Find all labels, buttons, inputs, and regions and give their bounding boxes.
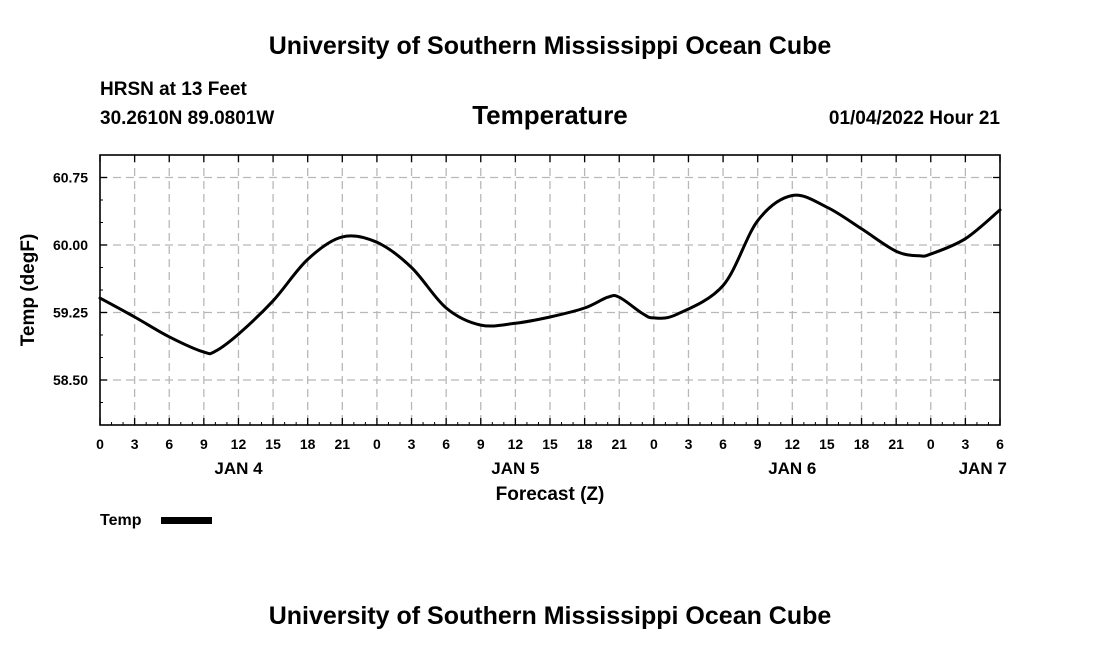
chart-main-title: University of Southern Mississippi Ocean… (269, 32, 832, 60)
x-day-label: JAN 6 (768, 459, 816, 478)
plot-frame (99, 154, 1001, 426)
x-tick-label: 9 (477, 436, 485, 452)
x-tick-label: 9 (754, 436, 762, 452)
x-tick-label: 21 (335, 436, 351, 452)
x-tick-label: 6 (996, 436, 1004, 452)
y-axis-title: Temp (degF) (18, 234, 39, 347)
series-layer (98, 193, 1002, 356)
issue-time: 01/04/2022 Hour 21 (829, 108, 1001, 129)
x-tick-label: 3 (131, 436, 139, 452)
x-tick-label: 0 (96, 436, 104, 452)
x-tick-label: 3 (408, 436, 416, 452)
x-tick-label: 3 (685, 436, 693, 452)
x-tick-label: 15 (265, 436, 281, 452)
x-tick-label: 18 (854, 436, 870, 452)
x-day-label: JAN 7 (959, 459, 1007, 478)
y-tick-label: 60.75 (53, 170, 88, 186)
station-coordinates: 30.2610N 89.0801W (100, 108, 274, 129)
x-day-label: JAN 5 (491, 459, 539, 478)
x-day-label: JAN 4 (214, 459, 263, 478)
x-tick-label: 12 (785, 436, 801, 452)
x-tick-label: 15 (819, 436, 835, 452)
x-tick-label: 0 (650, 436, 658, 452)
axis-labels: 0 3 6 9 12 15 18 21 0 3 6 9 12 15 18 21 0 3 6 9 12 15 18 21 0 3 6 5… (53, 170, 1007, 479)
x-axis-title: Forecast (Z) (496, 484, 605, 505)
footer-title: University of Southern Mississippi Ocean… (269, 602, 832, 630)
x-tick-label: 0 (927, 436, 935, 452)
x-tick-label: 3 (961, 436, 969, 452)
grid-lines (100, 155, 1000, 425)
x-tick-label: 6 (165, 436, 173, 452)
variable-title: Temperature (472, 100, 628, 130)
x-tick-label: 18 (577, 436, 593, 452)
legend: Temp (100, 512, 212, 529)
axis-ticks (99, 155, 1001, 425)
y-tick-label: 59.25 (53, 305, 88, 321)
y-tick-label: 60.00 (53, 237, 88, 253)
x-tick-label: 12 (231, 436, 247, 452)
x-tick-label: 0 (373, 436, 381, 452)
x-tick-label: 15 (542, 436, 558, 452)
x-tick-label: 6 (442, 436, 450, 452)
x-tick-label: 6 (719, 436, 727, 452)
temp-series-line (98, 193, 1002, 356)
x-tick-label: 18 (300, 436, 316, 452)
legend-label: Temp (100, 512, 142, 529)
x-tick-label: 9 (200, 436, 208, 452)
y-tick-label: 58.50 (53, 372, 88, 388)
station-name: HRSN at 13 Feet (100, 79, 247, 100)
x-tick-label: 12 (508, 436, 524, 452)
x-tick-label: 21 (611, 436, 627, 452)
x-tick-label: 21 (888, 436, 904, 452)
